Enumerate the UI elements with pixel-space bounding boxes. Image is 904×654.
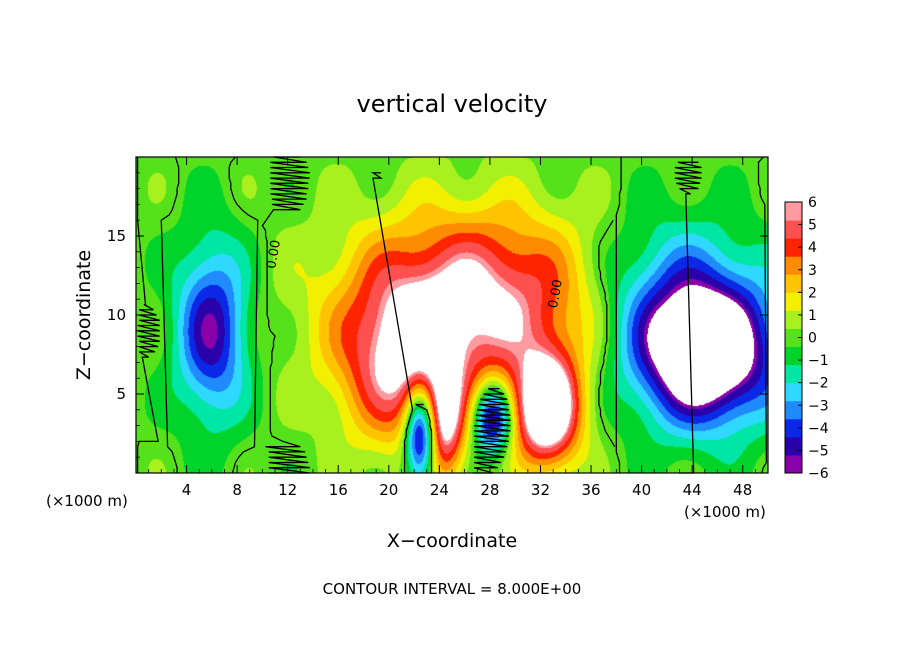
colorbar-tick-label: −3 [808, 398, 829, 414]
colorbar-tick-labels: 6 5 4 3 2 1 0 −1 −2 −3 −4 −5 −6 [798, 195, 829, 482]
x-tick-label: 4 [182, 481, 192, 499]
colorbar-cell [785, 454, 802, 474]
y-tick-label: 15 [107, 227, 126, 245]
y-axis-ticks: 5 10 15 [107, 172, 768, 458]
contour-interval-note: CONTOUR INTERVAL = 8.000E+00 [323, 580, 582, 598]
colorbar-cell [785, 418, 802, 438]
contour-line [136, 157, 160, 473]
colorbar-tick-label: 4 [808, 240, 817, 256]
colorbar-cell [785, 256, 802, 275]
x-unit-left: (×1000 m) [46, 492, 128, 510]
zero-contour-lines [136, 156, 768, 474]
x-tick-label: 48 [733, 481, 752, 499]
colorbar-tick-label: −1 [808, 353, 829, 369]
contour-line [674, 161, 702, 474]
colorbar-cell [785, 274, 802, 293]
x-tick-label: 36 [581, 481, 600, 499]
colorbar-cells [785, 202, 802, 474]
y-tick-label: 10 [107, 306, 126, 324]
x-unit-right: (×1000 m) [684, 503, 766, 521]
colorbar-cell [785, 292, 802, 311]
colorbar-cell [785, 202, 802, 221]
contour-line [615, 157, 622, 473]
colorbar-tick-label: −4 [808, 421, 829, 437]
contour-line [370, 172, 414, 473]
colorbar-tick-label: 2 [808, 285, 817, 301]
x-tick-label: 28 [480, 481, 499, 499]
colorbar-tick-label: 3 [808, 263, 817, 279]
colorbar-tick-label: 0 [808, 331, 817, 347]
colorbar-tick-label: 5 [808, 218, 817, 234]
colorbar-cell [785, 328, 802, 348]
colorbar: 6 5 4 3 2 1 0 −1 −2 −3 −4 −5 −6 [784, 195, 829, 482]
x-tick-label: 20 [379, 481, 398, 499]
colorbar-tick-label: 6 [808, 195, 817, 211]
x-tick-label: 40 [632, 481, 651, 499]
contour-line [598, 219, 616, 448]
x-tick-label: 24 [430, 481, 449, 499]
x-axis-label: X−coordinate [387, 530, 517, 552]
x-tick-label: 8 [232, 481, 242, 499]
velocity-field-canvas [136, 157, 768, 473]
colorbar-cell [785, 346, 802, 366]
contour-line [228, 156, 259, 474]
colorbar-cell [785, 220, 802, 239]
x-tick-label: 12 [278, 481, 297, 499]
colorbar-tick-label: −5 [808, 443, 829, 459]
contour-labels: 0.00 0.00 [264, 239, 566, 310]
colorbar-tick-label: 1 [808, 308, 817, 324]
x-axis-ticks: 4 8 12 16 20 24 28 32 36 40 44 48 [148, 157, 756, 499]
y-tick-label: 5 [116, 385, 126, 403]
chart-title: vertical velocity [357, 90, 548, 118]
contour-line [415, 403, 433, 473]
colorbar-cell [785, 364, 802, 384]
colorbar-cell [785, 382, 802, 402]
colorbar-cell [785, 436, 802, 456]
colorbar-cell [785, 400, 802, 420]
y-axis-label: Z−coordinate [73, 250, 95, 380]
contour-line [757, 156, 768, 474]
colorbar-tick-label: −6 [808, 466, 829, 482]
contour-line [472, 388, 511, 474]
contour-label: 0.00 [264, 239, 284, 270]
x-tick-label: 16 [329, 481, 348, 499]
x-tick-label: 32 [531, 481, 550, 499]
heatmap-field [136, 157, 768, 473]
contour-line [160, 156, 180, 473]
contour-line [261, 156, 310, 474]
colorbar-tick-label: −2 [808, 376, 829, 392]
colorbar-cell [785, 310, 802, 329]
contour-label: 0.00 [546, 278, 566, 309]
x-tick-label: 44 [683, 481, 702, 499]
colorbar-cell [785, 238, 802, 257]
